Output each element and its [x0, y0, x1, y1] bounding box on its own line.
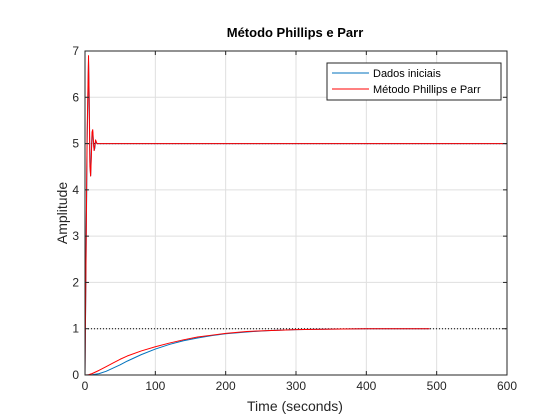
- y-tick-label: 5: [72, 137, 79, 151]
- x-tick-label: 100: [145, 379, 165, 393]
- y-tick-label: 2: [72, 275, 79, 289]
- series-line-1: [85, 329, 430, 375]
- y-axis-label: Amplitude: [54, 182, 70, 244]
- y-tick-label: 3: [72, 229, 79, 243]
- chart-title: Método Phillips e Parr: [227, 25, 364, 40]
- y-tick-label: 7: [72, 44, 79, 58]
- x-tick-label: 400: [356, 379, 376, 393]
- x-tick-label: 500: [427, 379, 447, 393]
- y-tick-label: 4: [72, 183, 79, 197]
- y-tick-label: 1: [72, 322, 79, 336]
- legend: Dados iniciais Método Phillips e Parr: [327, 63, 501, 100]
- x-tick-label: 0: [82, 379, 89, 393]
- x-tick-label: 200: [216, 379, 236, 393]
- series-line-2: [85, 329, 430, 375]
- legend-entry-dados-iniciais: Dados iniciais: [373, 68, 441, 80]
- y-tick-label: 6: [72, 90, 79, 104]
- legend-entry-metodo-phillips-e-parr: Método Phillips e Parr: [373, 84, 481, 96]
- x-tick-label: 300: [286, 379, 306, 393]
- y-tick-label: 0: [72, 368, 79, 382]
- x-tick-label: 600: [497, 379, 517, 393]
- x-axis-label: Time (seconds): [247, 398, 343, 414]
